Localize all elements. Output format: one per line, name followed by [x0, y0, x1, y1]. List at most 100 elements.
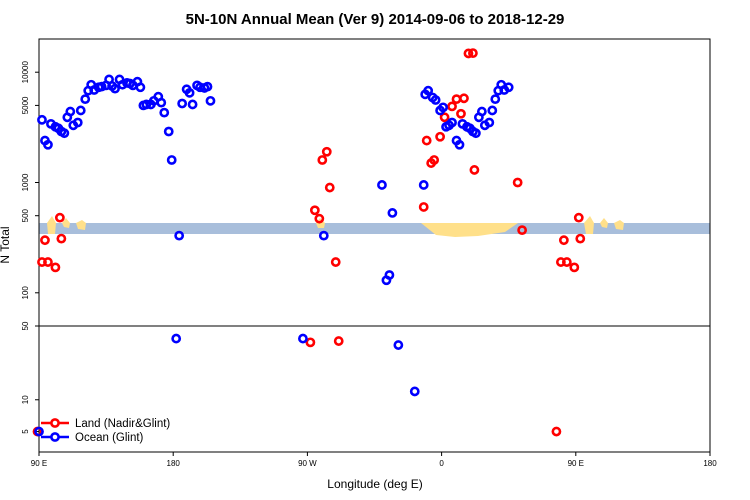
ocean-point [110, 83, 120, 94]
ocean-point [387, 208, 398, 218]
land-point [456, 108, 466, 119]
land-point [54, 212, 65, 223]
chart-title: 5N-10N Annual Mean (Ver 9) 2014-09-06 to… [186, 11, 565, 28]
land-point [573, 212, 584, 223]
land-point [469, 165, 480, 175]
ocean-point [135, 82, 146, 93]
ocean-point [43, 139, 53, 150]
legend-entry: Ocean (Glint) [41, 432, 144, 444]
ocean-point [503, 82, 514, 93]
ocean-point [34, 426, 44, 437]
ocean-point [80, 94, 91, 105]
ocean-point [447, 117, 457, 128]
ocean-point [454, 139, 465, 150]
x-tick-label: 90 E [31, 459, 47, 468]
ocean-point [37, 114, 47, 125]
land-point [569, 262, 580, 273]
ocean-point [409, 386, 420, 397]
ocean-point [59, 128, 70, 139]
ocean-point [174, 230, 185, 241]
land-point [561, 257, 572, 267]
land-point [512, 177, 523, 188]
land-point [333, 336, 344, 346]
ocean-point [318, 230, 329, 241]
land-point [324, 182, 335, 193]
y-tick-label: 10 [21, 395, 30, 404]
y-tick-label: 500 [21, 208, 30, 222]
land-point [56, 233, 67, 244]
series-land [32, 48, 586, 437]
land-point [50, 262, 61, 273]
x-tick-label: 180 [703, 459, 717, 468]
y-tick-label: 100 [21, 286, 30, 300]
land-point [551, 426, 562, 437]
ocean-point [75, 105, 86, 116]
ocean-point [487, 105, 498, 116]
x-axis-label: Longitude (deg E) [327, 477, 422, 491]
x-tick-label: 0 [439, 459, 444, 468]
land-point [575, 233, 586, 244]
land-point [517, 225, 528, 236]
series-ocean [34, 74, 514, 437]
land-point [447, 101, 457, 112]
legend-marker [50, 432, 60, 442]
land-mask-yellow-6 [584, 216, 594, 234]
ocean-point [438, 102, 448, 113]
ocean-point [484, 117, 495, 128]
x-tick-label: 180 [167, 459, 181, 468]
y-tick-label: 5 [21, 429, 30, 434]
legend-entry: Land (Nadir&Glint) [41, 418, 170, 430]
land-point [305, 337, 316, 348]
y-axis-ticks: 5 10 50 100 500 1000 5000 10000 [21, 61, 39, 434]
ocean-point [187, 99, 198, 110]
land-point [418, 202, 429, 212]
ocean-point [384, 270, 395, 280]
land-point [468, 48, 478, 59]
y-axis-label: N Total [0, 226, 12, 263]
ocean-point [177, 98, 188, 109]
ocean-point [171, 333, 182, 344]
ocean-point [141, 99, 152, 110]
land-point [439, 112, 450, 123]
data-points [32, 48, 586, 437]
land-point [317, 155, 328, 165]
legend-label: Land (Nadir&Glint) [75, 418, 170, 430]
legend-marker [50, 418, 60, 428]
ocean-point [202, 81, 213, 92]
ocean-point [166, 155, 177, 165]
land-point [459, 93, 469, 104]
land-point [421, 135, 432, 146]
legend-label: Ocean (Glint) [75, 432, 144, 444]
ocean-point [184, 87, 195, 98]
ocean-point [490, 94, 501, 105]
land-mask-yellow-3 [76, 220, 86, 230]
land-point [40, 235, 50, 246]
land-point [43, 257, 53, 267]
ocean-point [476, 106, 487, 117]
ocean-point [72, 117, 83, 128]
ocean-point [205, 95, 216, 106]
land-point [309, 205, 320, 216]
land-point [321, 146, 332, 157]
ocean-point [163, 126, 174, 137]
x-tick-label: 90 E [568, 459, 584, 468]
ocean-point [156, 97, 167, 108]
x-tick-label: 90 W [298, 459, 317, 468]
land-point [435, 131, 446, 142]
ocean-point [377, 180, 387, 190]
y-tick-label: 10000 [21, 61, 30, 84]
land-point [463, 48, 474, 59]
land-point [558, 235, 569, 246]
ocean-point [470, 128, 481, 139]
ocean-point [393, 340, 404, 350]
y-tick-label: 1000 [21, 173, 30, 191]
land-point [451, 94, 462, 105]
land-point [330, 257, 341, 267]
land-mask-yellow-7 [600, 218, 608, 228]
ocean-point [159, 107, 170, 118]
ocean-point [423, 85, 434, 96]
land-mask-yellow-8 [614, 220, 624, 230]
ocean-point [96, 81, 107, 92]
ocean-point [418, 180, 429, 190]
